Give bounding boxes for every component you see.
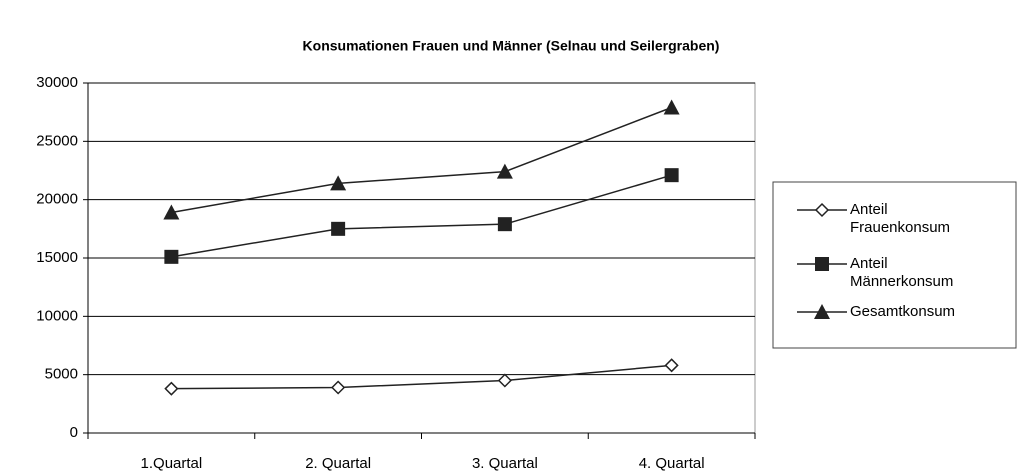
series-line bbox=[171, 106, 672, 214]
y-tick-label: 10000 bbox=[36, 307, 78, 324]
x-tick-label: 3. Quartal bbox=[472, 455, 538, 472]
marker bbox=[164, 381, 179, 396]
marker bbox=[497, 373, 512, 388]
legend-label: Anteil Frauenkonsum bbox=[850, 201, 950, 236]
legend-label: Anteil Männerkonsum bbox=[850, 255, 953, 290]
marker bbox=[664, 168, 679, 183]
marker bbox=[663, 99, 680, 115]
series-line bbox=[171, 364, 672, 390]
y-tick-label: 5000 bbox=[45, 366, 78, 383]
marker bbox=[164, 249, 179, 264]
y-tick-label: 25000 bbox=[36, 132, 78, 149]
x-tick-label: 4. Quartal bbox=[639, 455, 705, 472]
marker bbox=[163, 204, 180, 220]
y-tick-label: 0 bbox=[70, 424, 78, 441]
marker bbox=[664, 358, 679, 373]
legend-marker bbox=[814, 304, 830, 319]
legend-marker bbox=[814, 202, 830, 218]
y-tick-label: 20000 bbox=[36, 191, 78, 208]
marker bbox=[497, 217, 512, 232]
marker bbox=[331, 221, 346, 236]
series-line bbox=[171, 174, 672, 258]
y-tick-label: 15000 bbox=[36, 249, 78, 266]
marker bbox=[330, 175, 347, 191]
legend-marker bbox=[815, 257, 829, 271]
marker bbox=[331, 380, 346, 395]
legend-box bbox=[772, 181, 1017, 349]
chart-title: Konsumationen Frauen und Männer (Selnau … bbox=[303, 38, 720, 54]
marker bbox=[496, 163, 513, 179]
x-tick-label: 2. Quartal bbox=[305, 455, 371, 472]
legend-label: Gesamtkonsum bbox=[850, 303, 955, 320]
x-tick-label: 1.Quartal bbox=[141, 455, 203, 472]
y-tick-label: 30000 bbox=[36, 74, 78, 91]
